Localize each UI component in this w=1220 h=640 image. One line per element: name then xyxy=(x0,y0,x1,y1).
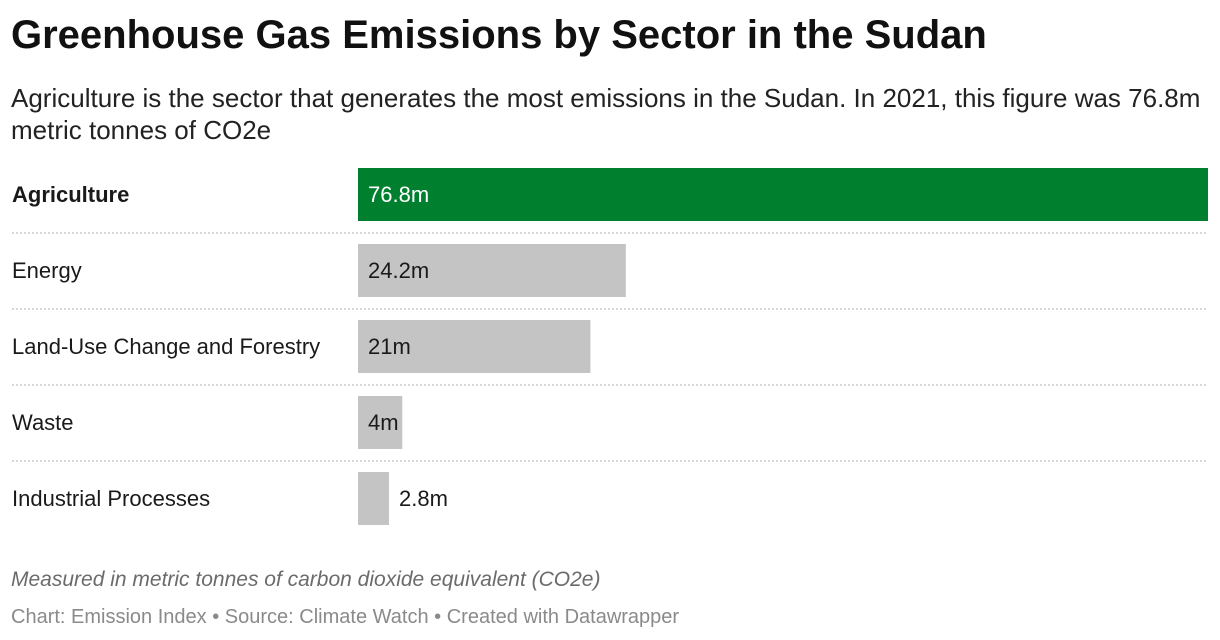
value-label-industrial-processes: 2.8m xyxy=(399,486,448,511)
footer-chart-source[interactable]: Emission Index xyxy=(71,606,207,628)
bar-land-use-change-and-forestry xyxy=(358,320,591,373)
footer-chart-label: Chart: xyxy=(11,606,66,628)
category-label-waste: Waste xyxy=(12,410,74,435)
chart-footer: Chart: Emission Index • Source: Climate … xyxy=(11,603,1211,631)
footer-separator: • xyxy=(212,606,220,628)
category-label-energy: Energy xyxy=(12,258,82,283)
footer-created-with[interactable]: Created with Datawrapper xyxy=(446,606,680,628)
footer-separator: • xyxy=(434,606,442,628)
chart-subtitle: Agriculture is the sector that generates… xyxy=(11,83,1201,145)
bar-industrial-processes xyxy=(358,472,389,525)
category-label-agriculture: Agriculture xyxy=(12,182,129,207)
chart-note: Measured in metric tonnes of carbon diox… xyxy=(11,568,601,591)
value-label-land-use-change-and-forestry: 21m xyxy=(368,334,411,359)
value-label-energy: 24.2m xyxy=(368,258,429,283)
chart-title: Greenhouse Gas Emissions by Sector in th… xyxy=(11,13,987,57)
bar-waste xyxy=(358,396,403,449)
value-label-agriculture: 76.8m xyxy=(368,182,429,207)
footer-source-name[interactable]: Climate Watch xyxy=(299,606,429,628)
footer-source-label: Source: xyxy=(224,606,294,628)
bar-energy xyxy=(358,244,626,297)
category-label-land-use-change-and-forestry: Land-Use Change and Forestry xyxy=(12,334,320,359)
category-label-industrial-processes: Industrial Processes xyxy=(12,486,210,511)
bar-agriculture xyxy=(358,168,1208,221)
value-label-waste: 4m xyxy=(368,410,399,435)
